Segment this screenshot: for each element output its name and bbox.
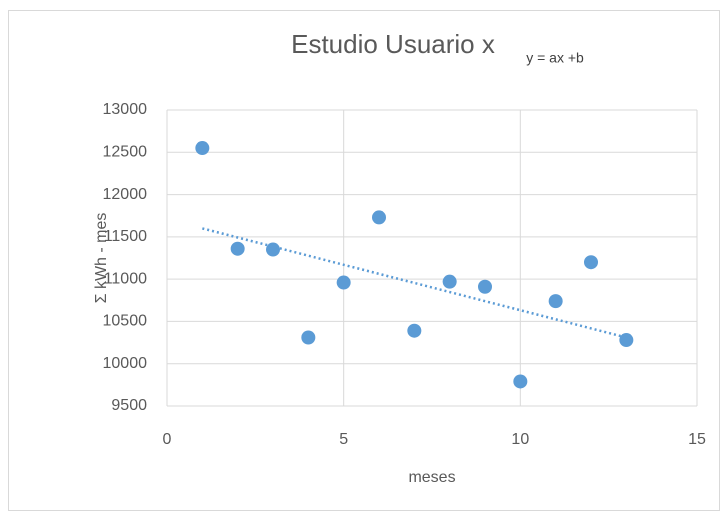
data-point — [230, 241, 245, 256]
data-point — [301, 330, 316, 345]
y-tick-label: 12500 — [103, 144, 148, 161]
data-point — [442, 274, 457, 289]
x-axis-label: meses — [408, 469, 455, 486]
data-point — [407, 323, 422, 338]
x-tick-label: 15 — [688, 431, 706, 448]
y-tick-label: 11500 — [104, 228, 147, 245]
trendline-equation: y = ax +b — [526, 50, 584, 66]
data-point — [336, 275, 351, 290]
data-point — [513, 374, 528, 389]
data-point — [584, 255, 598, 270]
y-tick-label: 10500 — [103, 313, 148, 330]
data-point — [195, 141, 210, 156]
x-tick-label: 0 — [163, 431, 172, 448]
y-tick-label: 9500 — [111, 397, 147, 414]
y-tick-label: 12000 — [103, 186, 148, 203]
y-tick-label: 11000 — [104, 270, 147, 287]
data-point — [266, 242, 280, 257]
y-axis-label: Σ kWh - mes — [93, 213, 110, 304]
data-point — [619, 333, 634, 348]
x-tick-label: 10 — [511, 431, 529, 448]
x-tick-label: 5 — [339, 431, 348, 448]
data-point — [548, 294, 563, 309]
chart-title: Estudio Usuario x — [291, 29, 495, 59]
y-tick-label: 10000 — [103, 355, 148, 372]
chart-frame — [8, 10, 720, 511]
data-point — [372, 210, 386, 225]
y-tick-label: 13000 — [103, 101, 148, 118]
data-point — [478, 279, 492, 294]
